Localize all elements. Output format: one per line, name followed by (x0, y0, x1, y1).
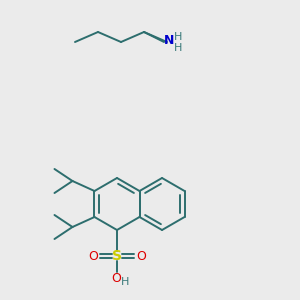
Text: S: S (112, 249, 122, 263)
Text: N: N (164, 34, 174, 47)
Text: O: O (136, 250, 146, 262)
Text: O: O (88, 250, 98, 262)
Text: H: H (174, 43, 182, 53)
Text: O: O (111, 272, 121, 284)
Text: H: H (174, 32, 182, 42)
Text: H: H (121, 277, 129, 287)
